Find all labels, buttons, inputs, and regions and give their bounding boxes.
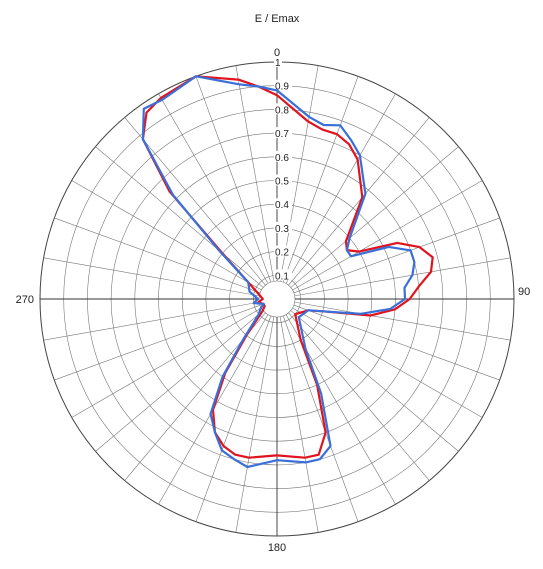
grid-spoke xyxy=(292,307,483,418)
grid-spoke xyxy=(158,93,269,284)
angle-label-180: 180 xyxy=(268,542,286,554)
radial-tick-label: 0.9 xyxy=(275,82,289,93)
radial-tick-label: 0.5 xyxy=(275,177,289,188)
radial-tick-bg xyxy=(274,150,292,162)
grid-spoke xyxy=(279,316,319,533)
grid-spoke xyxy=(288,117,430,286)
grid-spoke xyxy=(279,65,319,282)
grid-spoke xyxy=(71,180,262,291)
grid-center-disc xyxy=(258,280,296,318)
radial-tick-label: 1 xyxy=(275,58,281,69)
radial-tick-label: 0.7 xyxy=(275,129,289,140)
grid-spoke xyxy=(95,310,264,452)
grid-spoke xyxy=(290,146,459,288)
grid-spoke xyxy=(95,146,264,288)
radial-tick-bg xyxy=(274,174,292,186)
angle-label-90: 90 xyxy=(518,286,530,298)
grid-spoke xyxy=(285,93,396,284)
grid-spoke xyxy=(282,76,359,283)
angle-label-0: 0 xyxy=(274,47,280,59)
grid-spoke xyxy=(43,301,260,341)
grid-spoke xyxy=(288,312,430,481)
grid-spoke xyxy=(292,180,483,291)
angle-labels: 0 90 180 270 xyxy=(16,47,531,554)
series-group xyxy=(141,75,434,469)
grid-spoke xyxy=(54,304,261,381)
radial-tick-label: 0.2 xyxy=(275,248,289,259)
grid-spoke xyxy=(293,217,500,294)
grid-spoke xyxy=(293,304,500,381)
grid-spoke xyxy=(290,310,459,452)
angle-label-270: 270 xyxy=(16,294,34,306)
radial-tick-label: 0.4 xyxy=(275,200,289,211)
radial-tick-label: 0.3 xyxy=(275,224,289,235)
grid-spoke xyxy=(54,217,261,294)
grid-spoke xyxy=(43,257,260,297)
radial-tick-labels: 0.1 0.2 0.3 0.4 0.5 0.6 0.7 0.8 0.9 1 xyxy=(274,56,292,282)
grid-spoke xyxy=(124,117,266,286)
radial-tick-bg xyxy=(274,198,292,210)
radial-tick-label: 0.8 xyxy=(275,105,289,116)
radial-tick-bg xyxy=(274,79,292,91)
grid-spoke xyxy=(235,65,275,282)
grid-spoke xyxy=(195,315,272,522)
grid-spoke xyxy=(294,257,511,297)
radial-tick-bg xyxy=(274,56,282,67)
grid-spoke xyxy=(235,316,275,533)
radial-tick-bg xyxy=(274,103,292,115)
grid-spoke xyxy=(71,307,262,418)
radial-tick-bg xyxy=(274,269,292,281)
radial-tick-label: 0.6 xyxy=(275,153,289,164)
grid-spoke xyxy=(195,76,272,283)
grid-spoke xyxy=(294,301,511,341)
grid-spoke xyxy=(282,315,359,522)
radial-tick-bg xyxy=(274,221,292,233)
series-line-2 xyxy=(141,75,416,469)
radial-tick-bg xyxy=(274,127,292,139)
chart-title: E / Emax xyxy=(255,13,300,25)
radial-tick-label: 0.1 xyxy=(275,271,289,282)
radial-tick-bg xyxy=(274,245,292,257)
